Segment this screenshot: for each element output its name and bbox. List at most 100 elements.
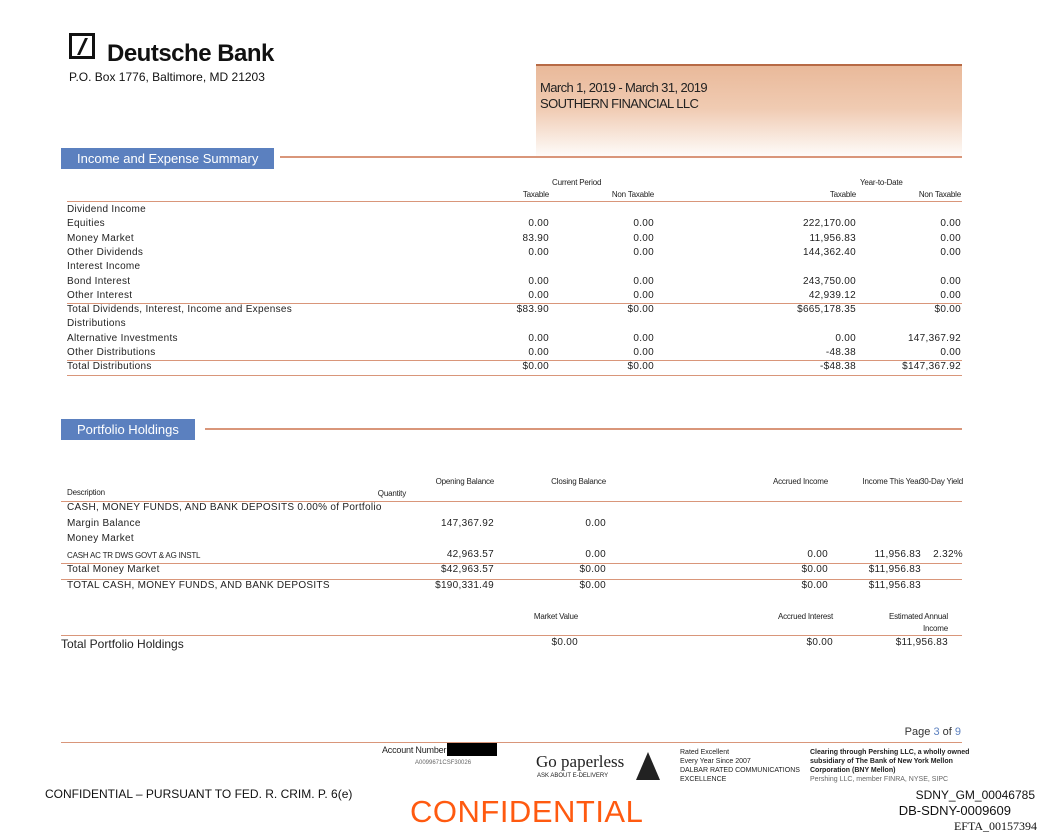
row-value: $11,956.83 — [868, 579, 921, 591]
row-value: $147,367.92 — [902, 361, 961, 373]
row-value: 0.00 — [528, 275, 549, 287]
row-value: 42,939.12 — [808, 289, 856, 301]
total-portfolio-value: $11,956.83 — [895, 637, 948, 648]
account-label: Account Number: — [382, 745, 449, 755]
row-value: 0.00 — [528, 332, 549, 344]
row-value: $0.00 — [801, 564, 828, 575]
row-value: -$48.38 — [819, 361, 856, 373]
row-label: Total Dividends, Interest, Income and Ex… — [67, 304, 293, 316]
row-value: 147,367.92 — [440, 517, 494, 529]
clearing-line: Clearing through Pershing LLC, a wholly … — [810, 749, 970, 756]
bank-address: P.O. Box 1776, Baltimore, MD 21203 — [69, 70, 265, 84]
column-header: Description — [67, 488, 105, 497]
page-number: Page 3 of 9 — [905, 726, 961, 738]
column-header: 30-Day Yield — [920, 477, 963, 486]
section-label: Interest Income — [67, 261, 141, 273]
row-label: Equities — [67, 218, 105, 230]
row-value: $0.00 — [522, 361, 549, 373]
column-header: Taxable — [522, 190, 549, 199]
divider — [67, 201, 962, 202]
holdings-section-title: Portfolio Holdings — [61, 419, 195, 440]
of-label: of — [942, 726, 952, 738]
row-label: Other Interest — [67, 289, 133, 301]
go-paperless: Go paperless — [536, 752, 625, 771]
header-box — [536, 64, 962, 160]
row-value: $11,956.83 — [868, 564, 921, 575]
row-value: 243,750.00 — [802, 275, 856, 287]
row-value: 0.00 — [633, 347, 654, 358]
row-value: 147,367.92 — [907, 332, 961, 344]
clearing-text: Clearing through Pershing LLC, a wholly … — [810, 748, 969, 784]
row-value: 144,362.40 — [802, 246, 856, 258]
column-header: Estimated Annual Income — [888, 612, 948, 633]
bates-sdny: SDNY_GM_00046785 — [915, 788, 1035, 802]
row-value: $665,178.35 — [797, 304, 856, 316]
rated-text: Rated Excellent Every Year Since 2007 DALB… — [680, 748, 800, 784]
deutsche-bank-logo-icon — [69, 33, 95, 59]
row-value: $42,963.57 — [440, 564, 494, 575]
row-label: CASH, MONEY FUNDS, AND BANK DEPOSITS 0.0… — [67, 502, 382, 513]
row-value: 2.32% — [933, 548, 963, 560]
row-label: Margin Balance — [67, 517, 141, 529]
rated-line: Every Year Since 2007 — [680, 758, 751, 765]
row-label: CASH AC TR DWS GOVT & AG INSTL — [67, 550, 201, 560]
clearing-line: Pershing LLC, member FINRA, NYSE, SIPC — [810, 776, 949, 783]
statement-period: March 1, 2019 - March 31, 2019 — [540, 80, 708, 95]
row-label: Other Dividends — [67, 246, 144, 258]
row-label: TOTAL CASH, MONEY FUNDS, AND BANK DEPOSI… — [67, 579, 330, 591]
row-value: $0.00 — [579, 579, 606, 591]
row-label: Total Distributions — [67, 361, 152, 373]
divider — [205, 428, 962, 430]
row-value: 0.00 — [940, 275, 961, 287]
row-value: $83.90 — [516, 304, 549, 316]
row-value: 0.00 — [633, 289, 654, 301]
rated-line: Rated Excellent — [680, 749, 730, 756]
ytd-header: Year-to-Date — [860, 178, 903, 187]
row-value: 0.00 — [585, 517, 606, 529]
row-value: $190,331.49 — [435, 579, 494, 591]
row-value: 0.00 — [940, 232, 961, 244]
row-value: $0.00 — [934, 304, 961, 316]
page-label: Page — [904, 726, 931, 738]
income-section-title: Income and Expense Summary — [61, 148, 275, 169]
dalbar-logo-icon — [636, 752, 660, 780]
rated-line: EXCELLENCE — [680, 776, 727, 783]
column-header: Accrued Interest — [777, 612, 833, 621]
clearing-line: subsidiary of The Bank of New York Mello… — [810, 758, 953, 765]
row-value: 0.00 — [528, 246, 549, 258]
rated-line: DALBAR RATED COMMUNICATIONS — [680, 767, 800, 774]
paperless-sub: ASK ABOUT E-DELIVERY — [537, 773, 609, 779]
row-value: 0.00 — [528, 289, 549, 301]
row-value: $0.00 — [627, 361, 654, 373]
row-label: Total Money Market — [67, 564, 160, 575]
account-code: A0099671CSF30026 — [415, 760, 472, 766]
row-value: 0.00 — [940, 289, 961, 301]
row-value: 0.00 — [633, 218, 654, 230]
row-value: -48.38 — [825, 347, 856, 358]
total-portfolio-label: Total Portfolio Holdings — [61, 637, 184, 651]
divider — [280, 156, 962, 158]
section-label: Dividend Income — [67, 204, 146, 215]
column-header: Non Taxable — [918, 190, 961, 199]
total-portfolio-value: $0.00 — [551, 637, 578, 648]
row-value: 0.00 — [528, 347, 549, 358]
row-value: 0.00 — [633, 275, 654, 287]
row-label: Alternative Investments — [67, 332, 178, 344]
divider — [67, 375, 962, 376]
divider — [61, 578, 962, 580]
clearing-line: Corporation (BNY Mellon) — [810, 767, 896, 774]
row-value: 0.00 — [633, 332, 654, 344]
row-value: 11,956.83 — [874, 548, 921, 560]
bank-name: Deutsche Bank — [107, 40, 274, 67]
section-label: Distributions — [67, 318, 126, 330]
row-value: 0.00 — [940, 246, 961, 258]
row-value: 0.00 — [633, 246, 654, 258]
row-value: 11,956.83 — [809, 232, 856, 244]
redaction — [447, 743, 497, 756]
row-label: Bond Interest — [67, 275, 131, 287]
row-label: Other Distributions — [67, 347, 156, 358]
row-value: 42,963.57 — [446, 548, 494, 560]
divider — [67, 303, 962, 305]
bates-efta: EFTA_00157394 — [953, 819, 1037, 833]
